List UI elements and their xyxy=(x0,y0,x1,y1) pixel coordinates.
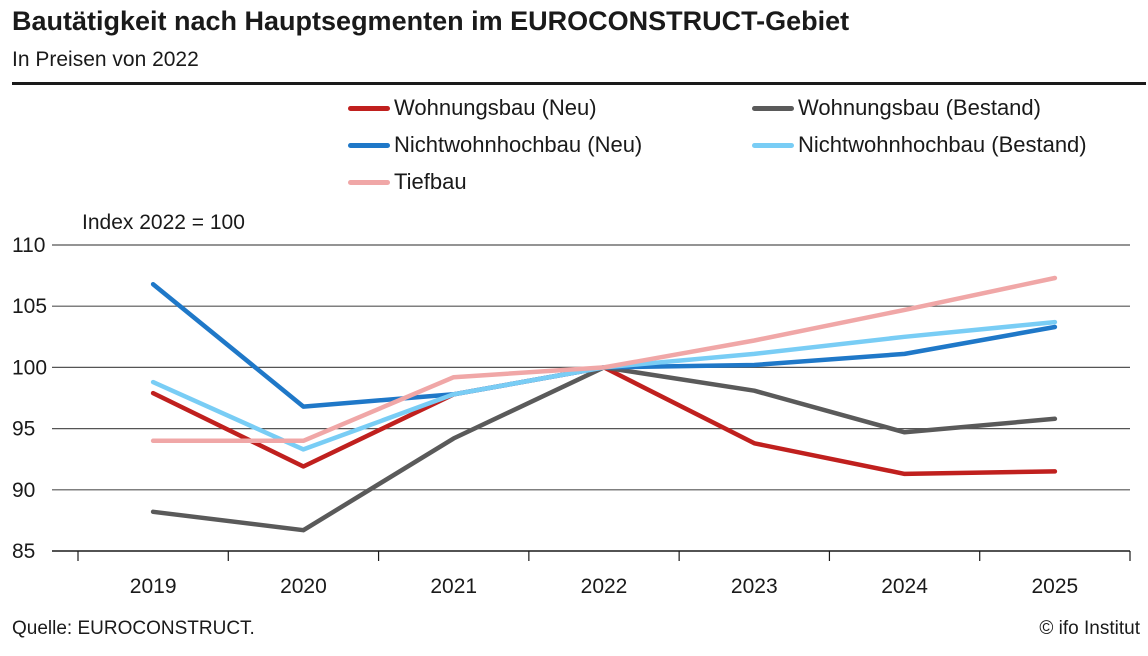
y-tick-label: 95 xyxy=(12,418,35,441)
series-line-2 xyxy=(150,281,1058,409)
chart-subtitle: In Preisen von 2022 xyxy=(12,48,199,71)
series-line-4 xyxy=(150,275,1058,444)
x-tick-label: 2023 xyxy=(731,575,778,598)
legend-swatch xyxy=(348,179,390,185)
legend-swatch xyxy=(348,142,390,148)
legend-item-nichtwohnhochbau-neu: Nichtwohnhochbau (Neu) xyxy=(348,131,642,159)
legend-item-wohnungsbau-neu: Wohnungsbau (Neu) xyxy=(348,94,597,122)
legend-item-nichtwohnhochbau-bestand: Nichtwohnhochbau (Bestand) xyxy=(752,131,1087,159)
y-tick-label: 90 xyxy=(12,479,35,502)
x-tick-label: 2022 xyxy=(581,575,628,598)
legend-label: Nichtwohnhochbau (Bestand) xyxy=(798,132,1087,157)
y-tick-label: 100 xyxy=(12,356,47,379)
x-tick-label: 2020 xyxy=(280,575,327,598)
legend-label: Tiefbau xyxy=(394,169,467,194)
x-tick-label: 2024 xyxy=(881,575,928,598)
legend-label: Wohnungsbau (Bestand) xyxy=(798,95,1041,120)
legend-label: Nichtwohnhochbau (Neu) xyxy=(394,132,643,157)
x-tick-label: 2019 xyxy=(130,575,177,598)
series-lines xyxy=(150,275,1058,533)
legend-label: Wohnungsbau (Neu) xyxy=(394,95,597,120)
title-divider xyxy=(12,82,1146,85)
copyright-note: © ifo Institut xyxy=(1039,618,1140,639)
y-tick-label: 105 xyxy=(12,295,47,318)
legend-swatch xyxy=(752,142,794,148)
legend-swatch xyxy=(752,105,794,111)
x-tick-label: 2021 xyxy=(430,575,477,598)
legend-item-tiefbau: Tiefbau xyxy=(348,168,467,196)
legend-swatch xyxy=(348,105,390,111)
x-axis: 2019 2020 2021 2022 2023 2024 2025 xyxy=(77,551,1131,598)
x-tick-label: 2025 xyxy=(1031,575,1078,598)
y-tick-label: 85 xyxy=(12,540,35,563)
chart-title: Bautätigkeit nach Hauptsegmenten im EURO… xyxy=(12,6,850,36)
source-note: Quelle: EUROCONSTRUCT. xyxy=(12,618,255,639)
series-line-0 xyxy=(150,365,1058,477)
y-tick-label: 110 xyxy=(12,234,45,257)
y-axis-label: Index 2022 = 100 xyxy=(82,211,245,234)
legend-item-wohnungsbau-bestand: Wohnungsbau (Bestand) xyxy=(752,94,1041,122)
